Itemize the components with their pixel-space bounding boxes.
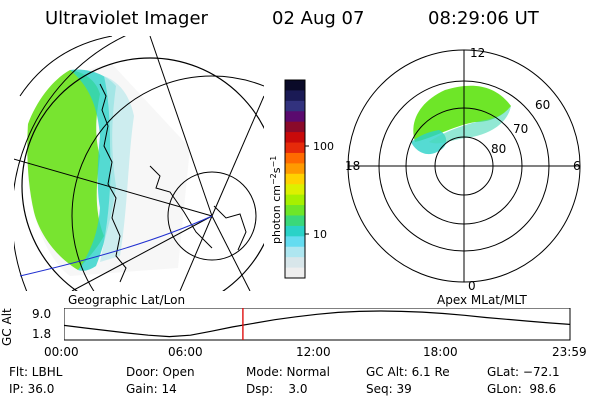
colorbar-swatch xyxy=(285,184,305,196)
aurora-green-region xyxy=(27,70,104,270)
geographic-map-label: Geographic Lat/Lon xyxy=(68,293,186,307)
colorbar-swatch xyxy=(285,100,305,112)
mlat-label-70: 70 xyxy=(513,122,528,136)
time-tick-0600: 06:00 xyxy=(168,345,203,359)
status-ip: IP: 36.0 xyxy=(9,382,55,396)
image-date: 02 Aug 07 xyxy=(272,8,365,29)
status-display: Dsp: 3.0 xyxy=(246,382,308,396)
colorbar-swatch xyxy=(285,142,305,154)
colorbar-swatch xyxy=(285,257,305,269)
colorbar-swatch xyxy=(285,225,305,237)
coastline xyxy=(99,83,247,283)
geo-lon-line xyxy=(149,36,213,217)
geographic-image-panel xyxy=(14,36,264,291)
geo-lon-line xyxy=(211,215,251,291)
colorbar-swatch xyxy=(285,194,305,206)
geo-lon-line xyxy=(71,215,213,291)
status-gc-altitude: GC Alt: 6.1 Re xyxy=(366,365,450,379)
colorbar-swatch xyxy=(285,267,305,279)
instrument-title: Ultraviolet Imager xyxy=(45,8,208,29)
status-filter: Flt: LBHL xyxy=(9,365,63,379)
colorbar-swatch xyxy=(285,90,305,102)
apex-map-label: Apex MLat/MLT xyxy=(437,293,527,307)
colorbar-swatch xyxy=(285,236,305,248)
geo-lat-circle xyxy=(19,36,113,97)
apex-polar-plot: 12 18 6 0 60 70 80 xyxy=(345,46,581,293)
status-geo-lat: GLat: −72.1 xyxy=(487,365,560,379)
colorbar-tick-100: 100 xyxy=(313,140,334,153)
colorbar-swatch xyxy=(285,111,305,123)
geo-lon-line xyxy=(179,215,213,291)
geo-lon-line xyxy=(211,95,264,217)
colorbar-swatch xyxy=(285,132,305,144)
time-tick-1200: 12:00 xyxy=(296,345,331,359)
altitude-axis-label: GC Alt xyxy=(0,308,14,346)
time-tick-0000: 00:00 xyxy=(44,345,79,359)
mlt-label-12: 12 xyxy=(470,46,485,60)
geo-lat-circle xyxy=(71,75,264,291)
colorbar-swatch xyxy=(285,215,305,227)
aurora-cyan-band xyxy=(70,69,116,271)
altitude-tick-high: 9.0 xyxy=(32,307,52,321)
time-tick-2359: 23:59 xyxy=(552,345,587,359)
colorbar-swatch xyxy=(285,246,305,258)
colorbar-unit-label: photon cm−2s−1 xyxy=(269,156,283,244)
geo-lat-circle xyxy=(167,171,257,261)
status-sequence: Seq: 39 xyxy=(366,382,412,396)
colorbar: photon cm−2s−1 xyxy=(269,79,309,279)
colorbar-swatch xyxy=(285,205,305,216)
geo-lon-line xyxy=(14,158,213,217)
colorbar-swatch xyxy=(285,173,305,185)
status-gain: Gain: 14 xyxy=(126,382,177,396)
geo-image-limb xyxy=(21,57,264,291)
mlt-label-18: 18 xyxy=(345,159,360,173)
colorbar-swatch xyxy=(285,163,305,175)
colorbar-swatch xyxy=(285,152,305,164)
altitude-timeline-plot xyxy=(64,308,571,341)
colorbar-swatch xyxy=(285,80,305,91)
status-geo-lon: GLon: 98.6 xyxy=(487,382,557,396)
colorbar-tick-10: 10 xyxy=(313,228,327,241)
colorbar-swatch xyxy=(285,121,305,133)
status-mode: Mode: Normal xyxy=(246,365,330,379)
mlat-label-80: 80 xyxy=(491,142,506,156)
mlat-label-60: 60 xyxy=(535,98,550,112)
status-door: Door: Open xyxy=(126,365,195,379)
image-time: 08:29:06 UT xyxy=(428,8,539,29)
mlt-label-0: 0 xyxy=(468,279,476,293)
altitude-curve xyxy=(64,310,570,338)
terminator-line xyxy=(19,215,213,277)
time-tick-1800: 18:00 xyxy=(423,345,458,359)
mlt-label-6: 6 xyxy=(573,159,581,173)
polar-aurora xyxy=(413,85,511,142)
altitude-tick-low: 1.8 xyxy=(32,327,52,341)
